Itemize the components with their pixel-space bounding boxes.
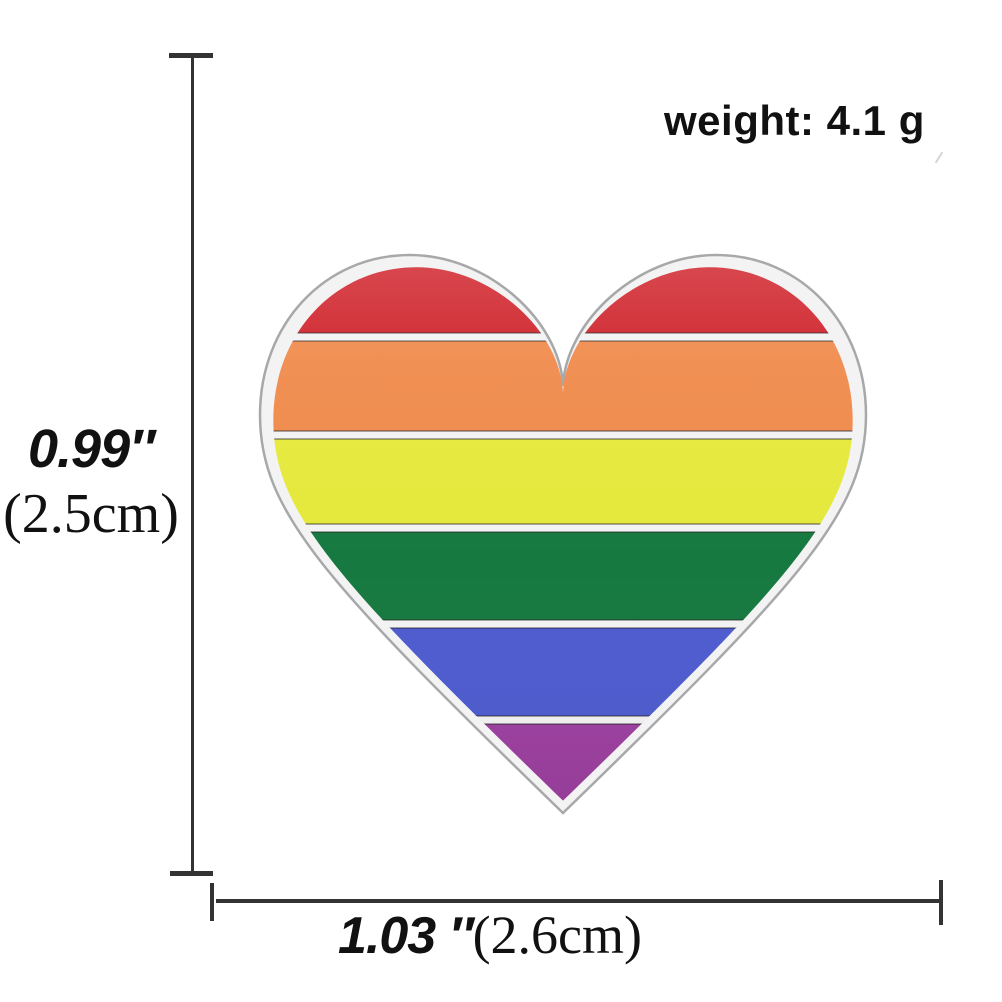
height-cm-value: (2.5cm) (3, 483, 179, 545)
heart-pin-graphic (258, 253, 868, 815)
weight-label: weight: 4.1 g (664, 97, 925, 144)
width-inches-value: 1.03 ″ (338, 907, 474, 965)
heart-pin (250, 243, 876, 821)
width-tick-right (939, 880, 943, 925)
enamel-sheen-overlay (273, 267, 853, 801)
width-dimension-line (216, 899, 939, 903)
height-dimension-line (191, 57, 194, 874)
width-cm-value: (2.6cm) (472, 905, 642, 965)
photo-smudge-mark (934, 151, 944, 164)
width-tick-left (210, 883, 214, 921)
height-inches-value: 0.99″ (28, 419, 155, 479)
height-tick-top (169, 53, 213, 58)
width-label: 1.03 ″(2.6cm) (260, 904, 720, 966)
height-label: 0.99″ (2.5cm) (0, 418, 182, 544)
height-tick-bottom (170, 871, 213, 876)
